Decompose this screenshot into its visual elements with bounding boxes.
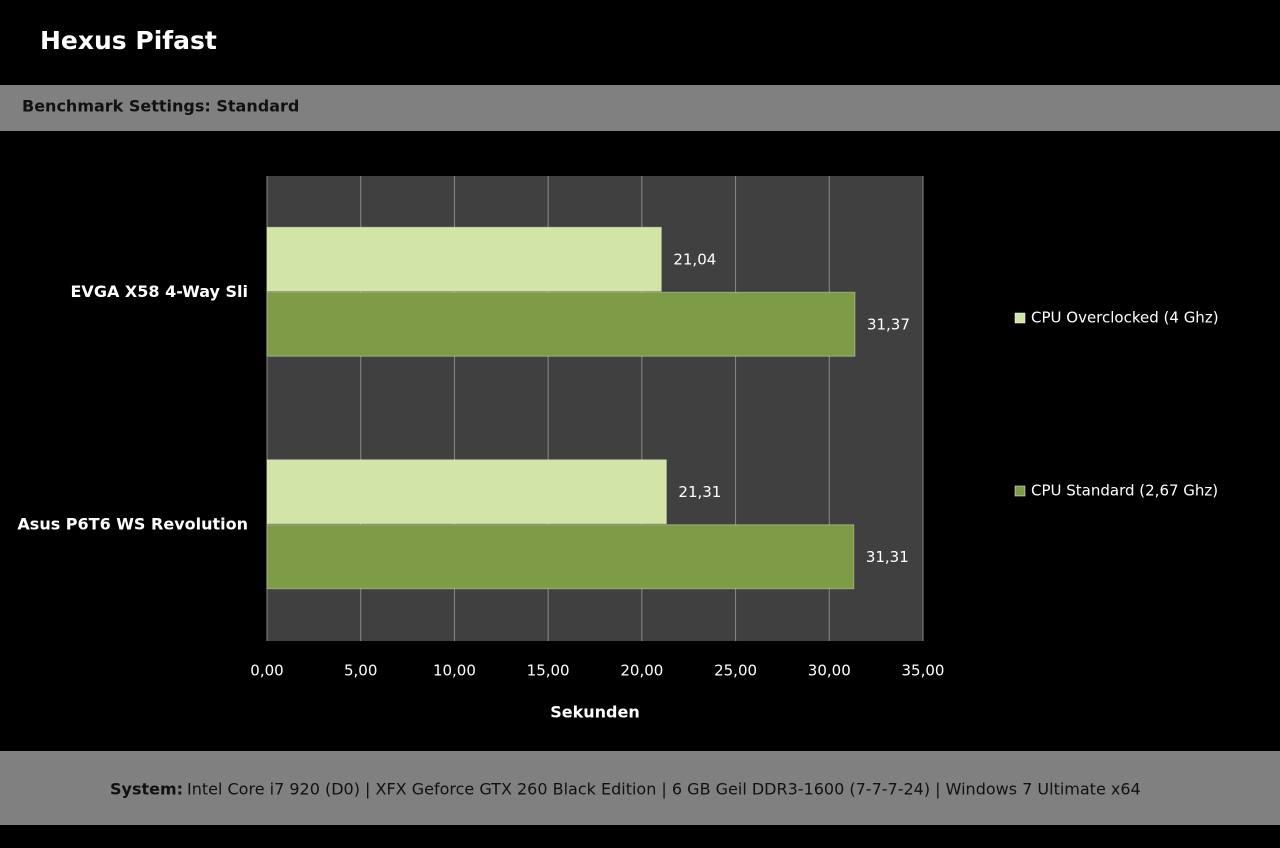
x-tick-label: 20,00	[620, 662, 663, 680]
legend-label: CPU Standard (2,67 Ghz)	[1031, 482, 1218, 500]
y-tick-label: Asus P6T6 WS Revolution	[17, 514, 248, 533]
x-tick-label: 0,00	[250, 662, 283, 680]
x-tick-label: 30,00	[808, 662, 851, 680]
subtitle-band	[0, 85, 1280, 131]
legend-swatch	[1014, 312, 1026, 324]
bar	[266, 291, 856, 357]
bar	[266, 524, 855, 590]
y-tick-label: EVGA X58 4-Way Sli	[71, 282, 249, 301]
value-label: 31,37	[867, 315, 910, 333]
footer-band	[0, 751, 1280, 825]
x-tick-label: 5,00	[344, 662, 377, 680]
value-label: 21,04	[673, 250, 716, 268]
chart-subtitle: Benchmark Settings: Standard	[22, 97, 299, 116]
x-tick-label: 15,00	[527, 662, 570, 680]
value-label: 31,31	[866, 548, 909, 566]
bar	[266, 459, 667, 525]
footer-label: System:	[110, 780, 183, 799]
legend-swatch	[1014, 485, 1026, 497]
chart-title: Hexus Pifast	[40, 26, 217, 55]
bar	[266, 226, 662, 292]
x-axis-label: Sekunden	[550, 703, 640, 722]
legend-label: CPU Overclocked (4 Ghz)	[1031, 309, 1219, 327]
x-tick-label: 25,00	[714, 662, 757, 680]
x-tick-label: 10,00	[433, 662, 476, 680]
value-label: 21,31	[678, 483, 721, 501]
x-tick-label: 35,00	[902, 662, 945, 680]
footer-text: Intel Core i7 920 (D0) | XFX Geforce GTX…	[187, 780, 1141, 799]
